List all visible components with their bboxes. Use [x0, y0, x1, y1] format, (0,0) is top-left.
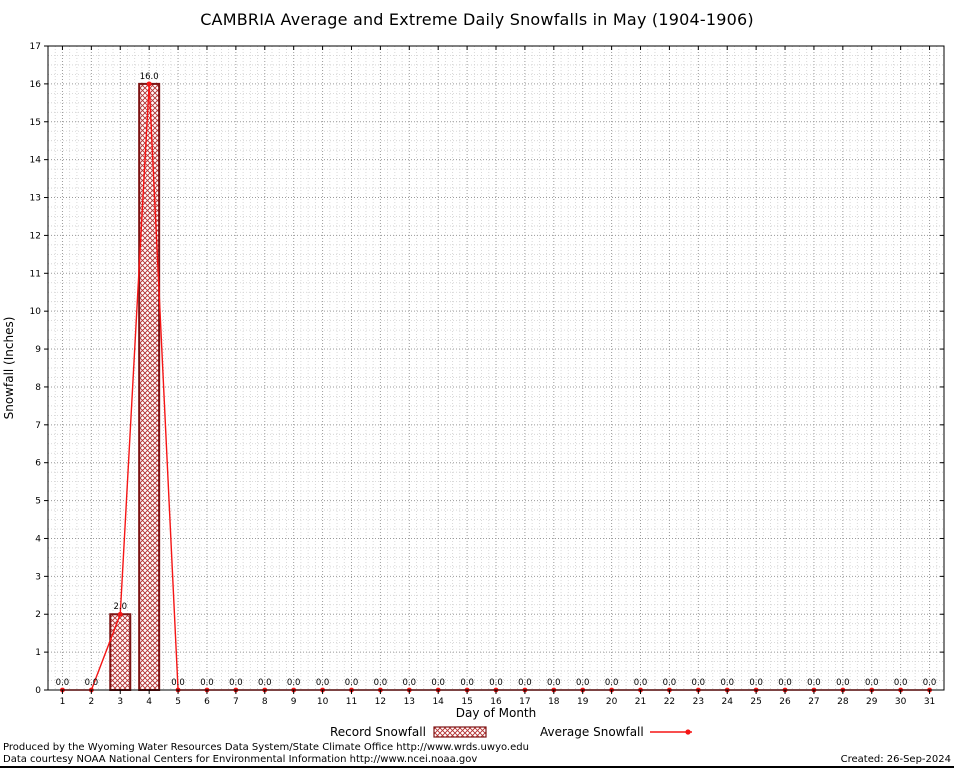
x-tick-label: 12	[375, 697, 386, 707]
value-label: 0.0	[287, 678, 301, 688]
value-label: 0.0	[489, 678, 503, 688]
y-tick-label: 0	[35, 686, 41, 696]
value-label: 0.0	[171, 678, 185, 688]
value-label: 0.0	[460, 678, 474, 688]
value-label: 0.0	[720, 678, 734, 688]
x-axis-label: Day of Month	[456, 706, 537, 720]
snowfall-chart: 0.0 0.0 2.0 16.0 0.0 0.0 0.0 0.0 0.0 0.0 0.0 0.0 0.0…	[2, 42, 945, 739]
y-tick-label: 9	[35, 345, 41, 355]
y-axis-label: Snowfall (Inches)	[2, 317, 16, 420]
value-label: 0.0	[547, 678, 561, 688]
value-label: 0.0	[431, 678, 445, 688]
y-tick-label: 1	[35, 648, 41, 658]
x-tick-label: 22	[664, 697, 675, 707]
value-label: 0.0	[778, 678, 792, 688]
y-tick-label: 3	[35, 572, 41, 582]
y-tick-label: 16	[30, 80, 42, 90]
y-tick-label: 5	[35, 497, 41, 507]
chart-title: CAMBRIA Average and Extreme Daily Snowfa…	[200, 10, 754, 29]
value-label: 0.0	[316, 678, 330, 688]
value-label: 0.0	[605, 678, 619, 688]
value-label: 0.0	[403, 678, 417, 688]
y-tick-label: 8	[35, 383, 41, 393]
value-label: 0.0	[56, 678, 70, 688]
y-tick-label: 6	[35, 459, 41, 469]
x-tick-label: 17	[519, 697, 530, 707]
x-tick-label: 25	[750, 697, 761, 707]
x-tick-label: 8	[262, 697, 268, 707]
x-tick-label: 2	[88, 697, 94, 707]
legend-record-swatch	[433, 726, 487, 738]
x-tick-label: 16	[490, 697, 502, 707]
x-tick-label: 11	[346, 697, 357, 707]
x-tick-label: 9	[291, 697, 297, 707]
y-tick-label: 12	[30, 231, 41, 241]
value-label: 0.0	[345, 678, 359, 688]
x-tick-label: 28	[837, 697, 849, 707]
y-tick-label: 15	[30, 118, 41, 128]
value-label: 0.0	[634, 678, 648, 688]
value-label: 0.0	[807, 678, 821, 688]
x-tick-label: 31	[924, 697, 935, 707]
x-tick-label: 3	[117, 697, 123, 707]
value-label: 2.0	[113, 602, 127, 612]
record-snowfall-bar	[109, 613, 132, 691]
x-tick-label: 23	[693, 697, 704, 707]
footer-produced-by: Produced by the Wyoming Water Resources …	[3, 742, 529, 753]
y-tick-label: 17	[30, 42, 41, 52]
x-tick-label: 21	[635, 697, 646, 707]
legend-record-label: Record Snowfall	[330, 725, 426, 739]
y-tick-label: 11	[30, 269, 41, 279]
value-label: 0.0	[229, 678, 243, 688]
x-tick-label: 5	[175, 697, 181, 707]
value-label: 0.0	[518, 678, 532, 688]
footer-created-date: Created: 26-Sep-2024	[840, 754, 951, 765]
value-label: 0.0	[865, 678, 879, 688]
legend-average-label: Average Snowfall	[540, 725, 644, 739]
value-label: 0.0	[836, 678, 850, 688]
record-snowfall-bar	[138, 82, 161, 692]
value-label: 16.0	[140, 72, 159, 82]
x-tick-label: 30	[895, 697, 907, 707]
value-label: 0.0	[894, 678, 908, 688]
y-tick-label: 13	[30, 194, 41, 204]
x-tick-label: 27	[808, 697, 819, 707]
value-label: 0.0	[374, 678, 388, 688]
x-tick-label: 1	[60, 697, 66, 707]
x-tick-label: 18	[548, 697, 560, 707]
value-label: 0.0	[200, 678, 214, 688]
footer: Produced by the Wyoming Water Resources …	[0, 742, 954, 766]
x-tick-label: 26	[779, 697, 791, 707]
y-tick-label: 4	[35, 534, 41, 544]
value-label: 0.0	[663, 678, 677, 688]
x-tick-label: 14	[432, 697, 444, 707]
x-tick-label: 4	[146, 697, 152, 707]
value-label: 0.0	[258, 678, 272, 688]
average-snowfall-marker	[146, 81, 152, 87]
value-label: 0.0	[692, 678, 706, 688]
x-tick-label: 10	[317, 697, 329, 707]
y-tick-label: 10	[30, 307, 42, 317]
y-tick-label: 2	[35, 610, 41, 620]
footer-data-courtesy: Data courtesy NOAA National Centers for …	[3, 754, 478, 765]
x-tick-label: 24	[721, 697, 733, 707]
average-snowfall-marker	[117, 611, 123, 617]
legend-average-marker	[685, 729, 691, 735]
x-tick-label: 20	[606, 697, 618, 707]
value-label: 0.0	[923, 678, 937, 688]
x-tick-label: 29	[866, 697, 878, 707]
x-tick-label: 13	[404, 697, 415, 707]
x-tick-label: 7	[233, 697, 239, 707]
y-tick-label: 7	[35, 421, 41, 431]
x-tick-label: 19	[577, 697, 589, 707]
value-label: 0.0	[85, 678, 99, 688]
value-label: 0.0	[576, 678, 590, 688]
x-tick-label: 15	[461, 697, 472, 707]
value-label: 0.0	[749, 678, 763, 688]
y-tick-label: 14	[30, 156, 42, 166]
x-tick-label: 6	[204, 697, 210, 707]
